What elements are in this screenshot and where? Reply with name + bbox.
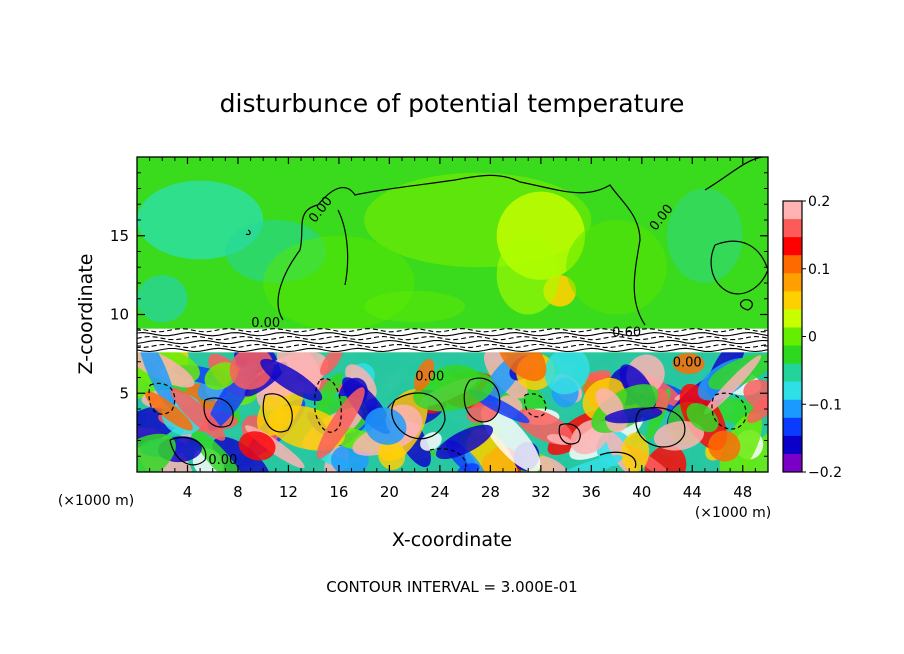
colorbar-tick-label: 0 xyxy=(808,330,817,346)
colorbar-segment xyxy=(783,381,802,401)
upper-contour-3 xyxy=(704,157,763,191)
lower-contour-10 xyxy=(169,437,207,466)
lower-contour-3 xyxy=(314,378,342,433)
colorbar-tick-label: −0.2 xyxy=(808,465,842,481)
colorbar-tick-label: 0.2 xyxy=(808,194,830,210)
colorbar-segment xyxy=(783,435,802,455)
lower-contour-11 xyxy=(599,451,637,469)
upper-contour-0 xyxy=(277,174,646,326)
x-axis-label: X-coordinate xyxy=(392,529,512,551)
x-tick-label: 4 xyxy=(183,483,193,501)
lower-contour-6 xyxy=(523,393,547,418)
y-axis-ticks: 5 10 15 xyxy=(110,172,768,457)
field-blob-upper-8 xyxy=(667,188,743,283)
colorbar-segment xyxy=(783,219,802,238)
contour-label: 0.00 xyxy=(251,316,280,331)
field-blob-upper-7 xyxy=(566,220,668,315)
plot-area xyxy=(137,157,768,472)
colorbar xyxy=(782,200,803,473)
band-contour-5 xyxy=(137,328,768,333)
lower-contour-0 xyxy=(148,382,176,415)
lower-contour-5 xyxy=(463,377,501,423)
x-tick-label: 36 xyxy=(582,483,601,501)
contour-interval-note: CONTOUR INTERVAL = 3.000E-01 xyxy=(326,578,577,596)
colorbar-segment xyxy=(783,273,802,292)
contour-label: 0.60 xyxy=(612,326,641,341)
y-tick-label: 10 xyxy=(110,306,129,324)
lower-contour-8 xyxy=(635,407,686,448)
x-axis-ticks: 4 8 12 16 20 24 28 32 36 40 44 48 xyxy=(149,157,756,501)
x-tick-label: 24 xyxy=(430,483,449,501)
colorbar-segment xyxy=(783,309,802,328)
x-tick-label: 12 xyxy=(279,483,298,501)
y-tick-label: 5 xyxy=(119,384,129,402)
y-axis-label: Z-coordinate xyxy=(75,254,97,375)
contour-label: 0.00 xyxy=(208,453,237,468)
field-blob-upper-5 xyxy=(496,235,560,315)
chart-title: disturbunce of potential temperature xyxy=(220,89,685,118)
colorbar-segment xyxy=(783,291,802,310)
upper-contour-1 xyxy=(337,209,349,286)
band-contour-3 xyxy=(137,335,768,341)
upper-contour-2 xyxy=(245,229,251,236)
x-tick-label: 32 xyxy=(531,483,550,501)
contour-label: 0.00 xyxy=(673,355,702,370)
field-texture xyxy=(137,352,768,472)
band-contour-2 xyxy=(137,339,768,345)
contour-label: 0.00 xyxy=(415,370,444,385)
x-tick-label: 8 xyxy=(233,483,243,501)
colorbar-segment xyxy=(783,363,802,383)
colorbar-tick-label: −0.1 xyxy=(808,397,842,413)
colorbar-segment xyxy=(783,345,802,365)
lower-contour-1 xyxy=(203,397,234,428)
x-tick-label: 20 xyxy=(380,483,399,501)
band-contour-1 xyxy=(137,343,768,349)
band-contour-4 xyxy=(137,332,768,337)
colorbar-segment xyxy=(783,255,802,274)
colorbar-segment xyxy=(783,327,802,347)
x-unit-label: (×1000 m) xyxy=(695,505,771,521)
x-tick-label: 48 xyxy=(733,483,752,501)
x-tick-label: 16 xyxy=(329,483,348,501)
lower-contour-2 xyxy=(262,393,293,433)
x-tick-label: 28 xyxy=(481,483,500,501)
lower-contour-12 xyxy=(429,448,467,471)
field-blob-upper-9 xyxy=(137,275,188,323)
upper-contour-5 xyxy=(739,299,753,311)
colorbar-segment xyxy=(783,201,802,220)
colorbar-tick-labels: 0.2 0.1 0 −0.1 −0.2 xyxy=(802,194,842,481)
colorbar-segment xyxy=(783,417,802,437)
x-tick-label: 44 xyxy=(683,483,702,501)
colorbar-tick-label: 0.1 xyxy=(808,262,830,278)
x-tick-label: 40 xyxy=(632,483,651,501)
colorbar-segment xyxy=(783,399,802,419)
z-unit-label: (×1000 m) xyxy=(58,493,134,509)
field-blob-upper-10 xyxy=(364,290,466,323)
field-blob-upper-6 xyxy=(263,235,415,331)
band-contour-0 xyxy=(137,347,768,353)
lower-contour-7 xyxy=(558,423,581,445)
lower-contour-4 xyxy=(391,392,446,440)
y-tick-label: 15 xyxy=(110,227,129,245)
colorbar-segment xyxy=(783,237,802,256)
upper-contour-4 xyxy=(710,240,768,295)
colorbar-segment xyxy=(783,453,802,473)
